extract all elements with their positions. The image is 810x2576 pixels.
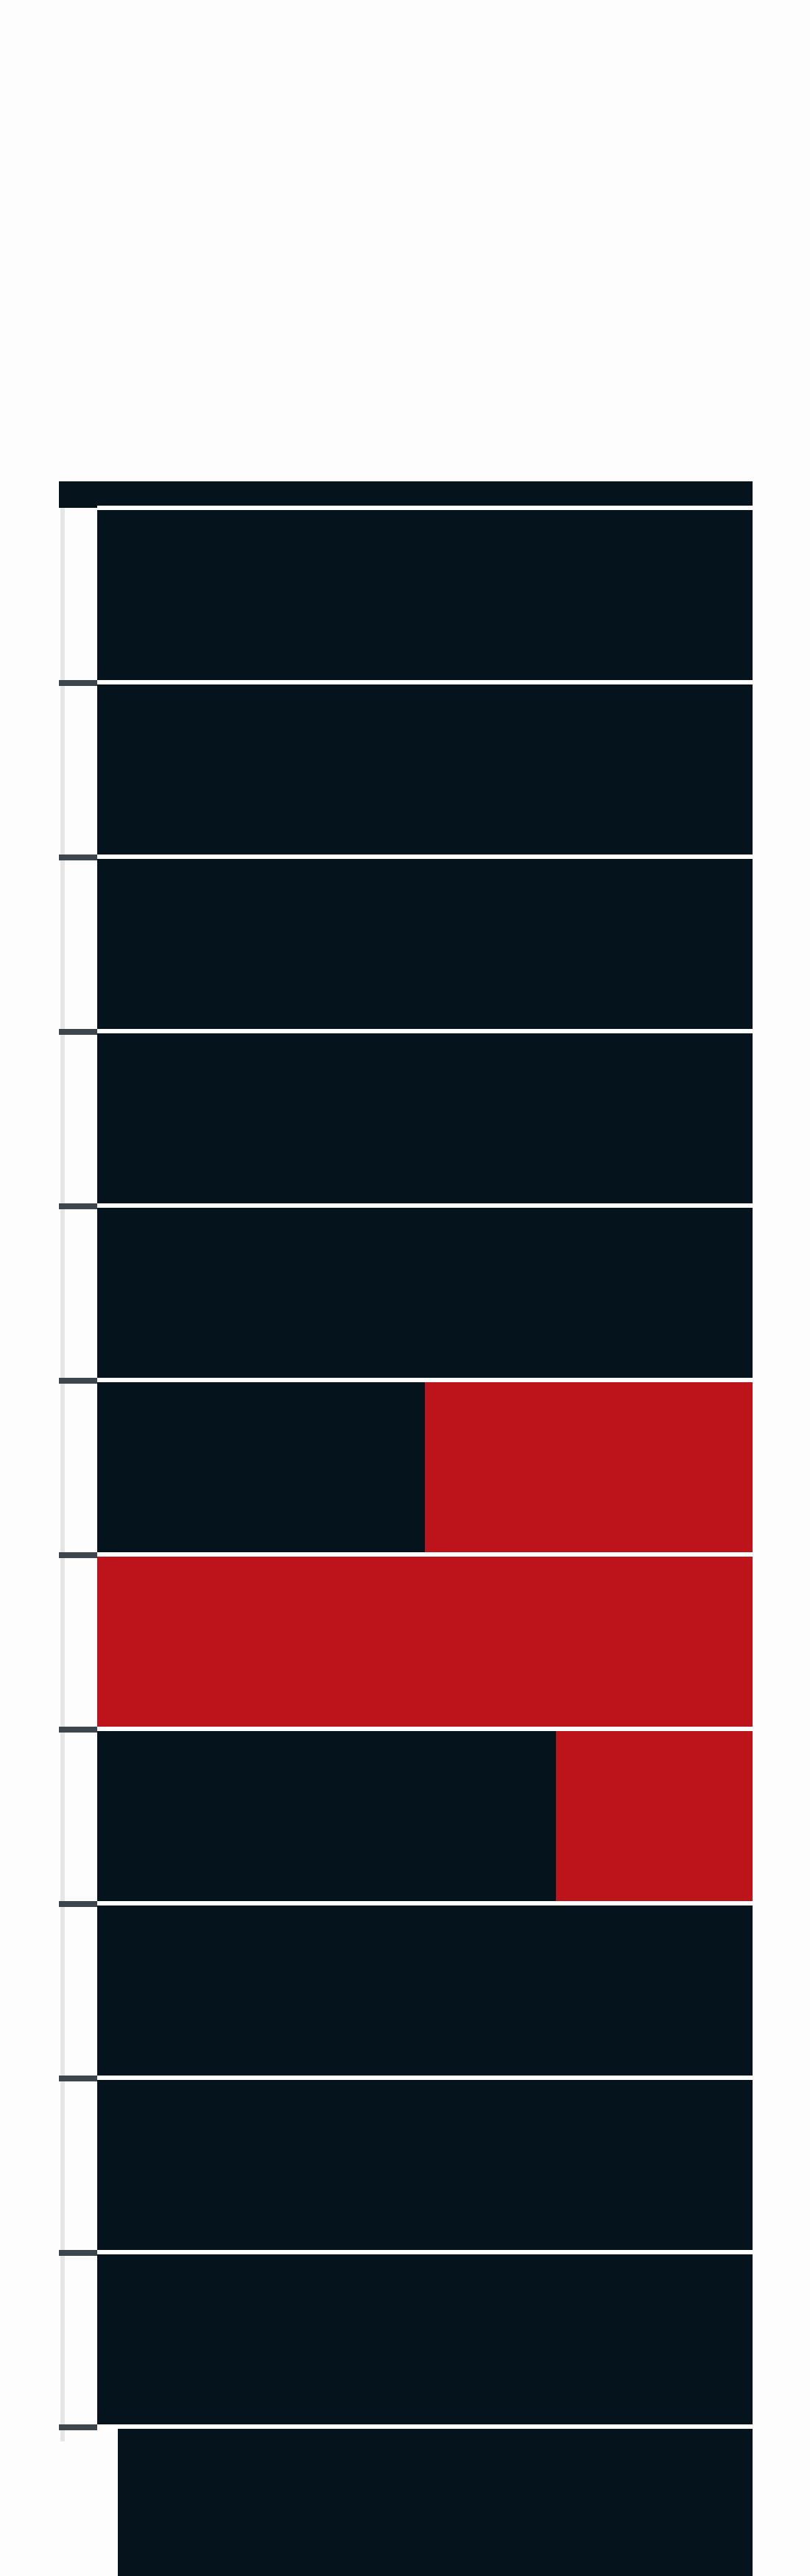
- row-separator: [97, 680, 753, 684]
- bar-red-segment: [97, 1554, 753, 1729]
- y-tick: [59, 2424, 97, 2430]
- bar-dark-segment: [118, 2427, 753, 2576]
- bar-dark-segment: [97, 857, 753, 1031]
- row-separator: [97, 1901, 753, 1906]
- bar-dark-segment: [97, 508, 753, 682]
- bar-red-segment: [556, 1729, 753, 1903]
- y-tick: [59, 1552, 97, 1558]
- y-tick: [59, 1901, 97, 1907]
- row-separator: [97, 2250, 753, 2254]
- row-separator: [97, 854, 753, 859]
- bar-red-segment: [425, 1380, 753, 1554]
- bar-dark-segment: [97, 2252, 753, 2427]
- top-frame: [59, 481, 753, 508]
- y-tick: [59, 1378, 97, 1384]
- row-separator: [97, 2076, 753, 2080]
- bar-dark-segment: [97, 1206, 753, 1380]
- bar-dark-segment: [97, 1031, 753, 1206]
- row-separator: [97, 506, 753, 510]
- row-separator: [97, 1203, 753, 1208]
- y-tick: [59, 1727, 97, 1733]
- y-tick: [59, 854, 97, 860]
- y-tick: [59, 1029, 97, 1035]
- bar-dark-segment: [97, 1380, 425, 1554]
- y-tick: [59, 2076, 97, 2081]
- row-separator: [97, 1552, 753, 1557]
- bar-dark-segment: [97, 1903, 753, 2078]
- y-tick: [59, 2250, 97, 2256]
- row-separator: [97, 2424, 753, 2429]
- bar-dark-segment: [97, 2078, 753, 2252]
- y-axis-line: [60, 508, 65, 2441]
- y-tick: [59, 680, 97, 686]
- bar-dark-segment: [97, 682, 753, 857]
- row-separator: [97, 1727, 753, 1731]
- row-separator: [97, 1029, 753, 1033]
- row-separator: [97, 1378, 753, 1382]
- bar-dark-segment: [97, 1729, 556, 1903]
- y-tick: [59, 1203, 97, 1209]
- plot-area: [59, 481, 753, 2576]
